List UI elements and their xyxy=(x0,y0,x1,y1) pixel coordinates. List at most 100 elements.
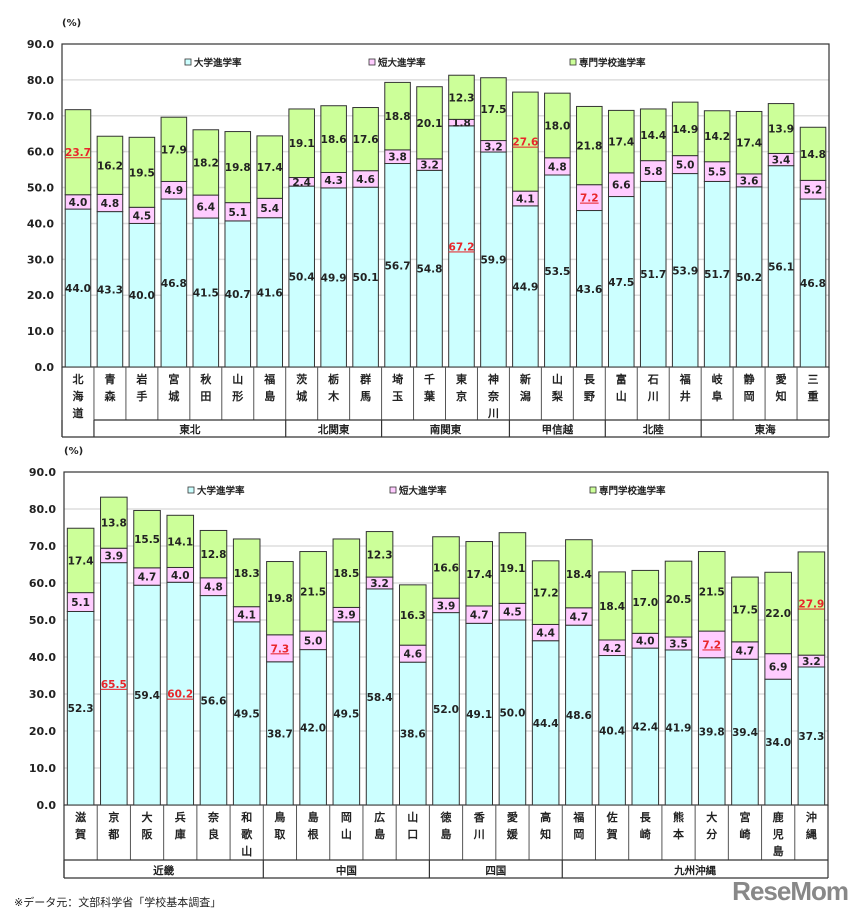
data-label: 22.0 xyxy=(765,608,791,620)
bar-segment xyxy=(512,91,539,192)
category-label-char: 愛 xyxy=(776,372,787,386)
data-label: 46.8 xyxy=(161,278,187,290)
data-label: 19.1 xyxy=(499,563,525,575)
category-label-char: 道 xyxy=(72,406,83,420)
data-label: 3.2 xyxy=(420,160,439,172)
bar-segment xyxy=(639,180,667,368)
data-label: 51.7 xyxy=(704,269,730,281)
bar-segment xyxy=(631,647,660,806)
data-label: 4.1 xyxy=(516,194,535,206)
bar-segment xyxy=(767,103,795,154)
data-label: 5.1 xyxy=(228,207,247,219)
data-label: 67.2 xyxy=(449,241,475,253)
data-label: 21.8 xyxy=(576,141,602,153)
bar-segment xyxy=(320,105,347,173)
category-label-char: 島 xyxy=(264,389,275,403)
bar-segment xyxy=(232,538,261,608)
data-label: 49.9 xyxy=(321,272,347,284)
data-label: 14.1 xyxy=(167,536,193,548)
bar-segment xyxy=(448,74,475,120)
data-label: 12.8 xyxy=(201,549,227,561)
legend-swatch xyxy=(389,486,397,494)
bar-segment xyxy=(288,185,315,368)
category-label-char: 媛 xyxy=(506,827,519,841)
category-label-char: 埼 xyxy=(392,372,403,386)
bar-segment xyxy=(664,560,693,638)
y-tick-label: 60.0 xyxy=(29,577,56,590)
y-tick-label: 70.0 xyxy=(29,540,56,553)
data-label: 17.2 xyxy=(533,588,559,600)
bar-segment xyxy=(320,187,347,368)
data-label: 44.4 xyxy=(533,718,559,730)
bar-segment xyxy=(256,135,284,199)
category-label-char: 群 xyxy=(359,372,371,386)
bar-segment xyxy=(639,108,667,162)
category-label-char: 木 xyxy=(327,389,340,403)
data-label: 4.0 xyxy=(171,570,190,582)
bar-segment xyxy=(797,666,826,806)
data-label: 49.5 xyxy=(333,708,359,720)
region-label: 南関東 xyxy=(430,423,462,436)
data-label: 6.4 xyxy=(197,202,216,214)
category-label-char: 井 xyxy=(680,389,691,403)
category-label-char: 鹿 xyxy=(773,810,784,824)
data-label: 4.2 xyxy=(603,643,622,655)
bar-segment xyxy=(96,211,124,368)
bar-segment xyxy=(128,222,156,368)
data-label: 49.5 xyxy=(234,708,260,720)
bar-segment xyxy=(199,529,228,579)
category-label-char: 石 xyxy=(647,373,659,386)
y-tick-label: 90.0 xyxy=(29,466,56,479)
category-label-char: 梨 xyxy=(551,389,564,403)
y-tick-label: 30.0 xyxy=(27,253,54,266)
legend-swatch xyxy=(187,486,195,494)
region-label: 甲信越 xyxy=(542,423,574,436)
data-label: 50.4 xyxy=(289,272,315,284)
bar-segment xyxy=(224,131,252,204)
category-label-char: 長 xyxy=(584,373,596,386)
data-label: 40.7 xyxy=(225,289,251,301)
bar-segment xyxy=(671,101,699,157)
data-label: 18.4 xyxy=(599,601,625,613)
data-label: 5.2 xyxy=(804,185,823,197)
category-label-char: 岡 xyxy=(341,811,352,824)
data-label: 41.5 xyxy=(193,288,219,300)
data-label: 44.9 xyxy=(512,281,538,293)
data-label: 5.5 xyxy=(708,167,727,179)
data-label: 4.7 xyxy=(470,610,489,622)
bar-segment xyxy=(598,655,626,806)
data-label: 1.8 xyxy=(452,118,471,130)
category-label-char: 奈 xyxy=(487,389,500,403)
data-label: 21.5 xyxy=(300,586,326,598)
legend-swatch xyxy=(589,486,597,494)
y-tick-label: 40.0 xyxy=(27,217,54,230)
legend-label: 短大進学率 xyxy=(399,485,447,497)
category-label-char: 東 xyxy=(456,372,468,386)
category-label-char: 崎 xyxy=(739,827,750,841)
data-label: 3.2 xyxy=(370,578,389,590)
category-label-char: 山 xyxy=(341,827,352,841)
data-label: 5.8 xyxy=(644,166,663,178)
bar-segment xyxy=(100,496,128,549)
data-label: 18.0 xyxy=(544,120,570,132)
category-label-char: 茨 xyxy=(296,372,307,386)
data-label: 4.0 xyxy=(69,197,88,209)
y-tick-label: 30.0 xyxy=(29,688,56,701)
data-label: 13.9 xyxy=(768,124,794,136)
data-label: 56.1 xyxy=(768,261,794,273)
region-label: 近畿 xyxy=(153,864,174,877)
category-label-char: 滋 xyxy=(75,810,86,824)
bar-segment xyxy=(797,551,826,656)
category-label-char: 奈 xyxy=(207,810,220,824)
bar-segment xyxy=(480,77,507,142)
data-label: 3.9 xyxy=(337,610,356,622)
bar-segment xyxy=(416,169,443,368)
data-label: 50.1 xyxy=(353,272,379,284)
bar-segment xyxy=(697,551,726,632)
data-label: 4.4 xyxy=(536,628,555,640)
category-label-char: 和 xyxy=(241,810,252,824)
data-label: 14.8 xyxy=(800,149,826,161)
data-label: 47.5 xyxy=(608,277,634,289)
legend-label: 大学進学率 xyxy=(197,485,245,497)
data-label: 15.5 xyxy=(134,534,160,546)
